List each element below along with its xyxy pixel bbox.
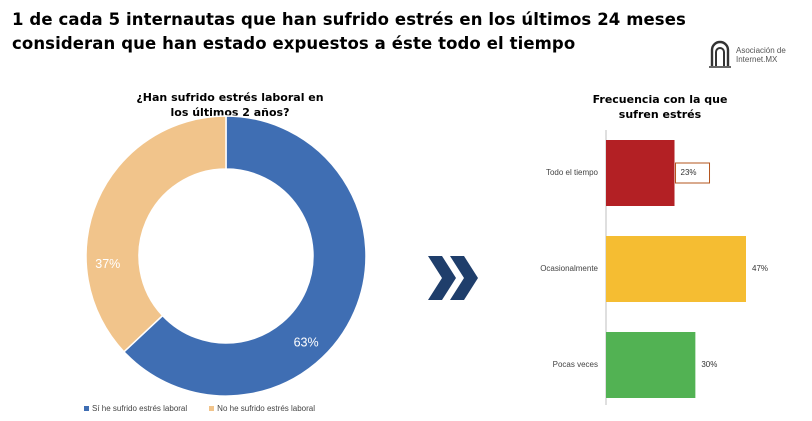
bar-data-label-box-0	[675, 162, 711, 184]
donut-chart-title: ¿Han sufrido estrés laboral en los últim…	[110, 90, 350, 120]
legend-swatch-no	[209, 406, 215, 411]
logo-text-line-2: Internet.MX	[736, 55, 778, 64]
bar-2	[606, 332, 696, 398]
legend-label-no: No he sufrido estrés laboral	[217, 404, 315, 413]
headline-line-2: consideran que han estado expuestos a és…	[12, 34, 576, 53]
donut-chart: 63% 37%	[85, 115, 367, 397]
logo-text: Asociación de Internet.MX	[736, 46, 786, 64]
headline: 1 de cada 5 internautas que han sufrido …	[12, 8, 712, 56]
bar-data-label-2: 30%	[701, 360, 717, 369]
legend-item-yes: Sí he sufrido estrés laboral	[84, 404, 187, 413]
bar-title-line-2: sufren estrés	[618, 108, 702, 121]
bar-category-label-2: Pocas veces	[553, 360, 598, 369]
bar-category-label-1: Ocasionalmente	[540, 264, 598, 273]
donut-data-label-1: 37%	[95, 257, 120, 271]
bar-data-label-0: 23%	[681, 168, 697, 177]
bar-chart-title: Frecuencia con la que sufren estrés	[560, 92, 760, 122]
donut-slice-0	[122, 115, 367, 397]
bar-1	[606, 236, 746, 302]
logo-mark-icon	[709, 40, 731, 68]
donut-legend: Sí he sufrido estrés laboral No he sufri…	[84, 404, 315, 413]
donut-title-line-2: los últimos 2 años?	[170, 106, 290, 119]
headline-line-1: 1 de cada 5 internautas que han sufrido …	[12, 10, 686, 29]
logo-text-line-1: Asociación de	[736, 46, 786, 55]
legend-swatch-yes	[84, 406, 89, 411]
asociacion-internet-mx-logo: Asociación de Internet.MX	[706, 36, 812, 76]
legend-item-no: No he sufrido estrés laboral	[209, 404, 315, 413]
bar-0	[606, 140, 675, 206]
donut-title-line-1: ¿Han sufrido estrés laboral en	[136, 91, 324, 104]
double-chevron-right-icon	[428, 256, 478, 300]
legend-label-yes: Sí he sufrido estrés laboral	[92, 404, 188, 413]
bar-chart: Todo el tiempo 23% Ocasionalmente 47% Pocas …	[540, 130, 768, 405]
bar-data-label-1: 47%	[752, 264, 768, 273]
donut-slice-1	[85, 115, 227, 353]
donut-data-label-0: 63%	[294, 336, 319, 350]
bar-category-label-0: Todo el tiempo	[546, 168, 599, 177]
bar-title-line-1: Frecuencia con la que	[592, 93, 728, 106]
